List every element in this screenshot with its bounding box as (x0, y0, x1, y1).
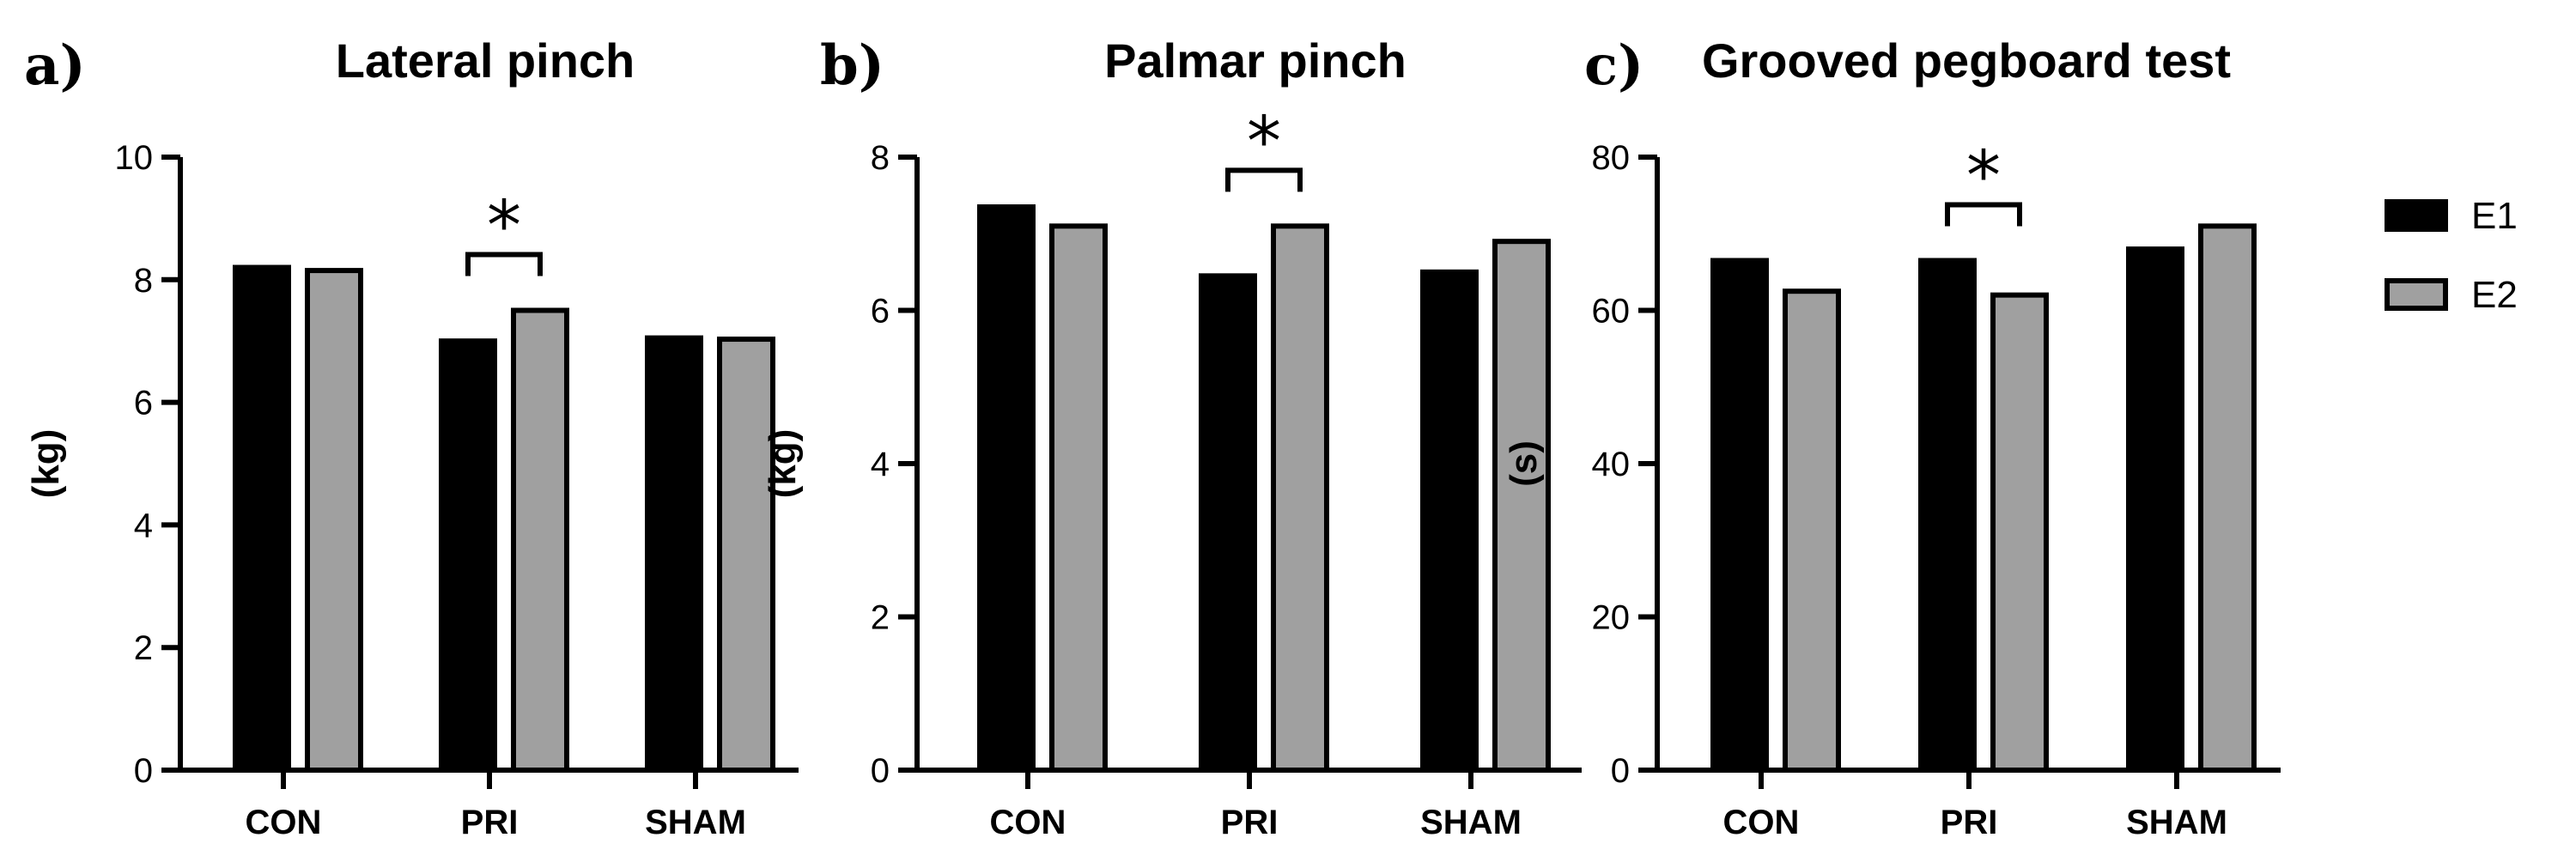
y-tick-label: 80 (1592, 139, 1631, 177)
significance-bracket (465, 252, 543, 276)
significance-bracket (1945, 202, 2022, 227)
y-tick-label: 6 (871, 293, 890, 331)
x-tick-label: CON (246, 804, 322, 841)
panel-letter: c) (1584, 33, 1643, 98)
significance-star: * (487, 186, 521, 266)
bar-e2-sham (1492, 239, 1551, 773)
y-tick-label: 0 (134, 752, 153, 790)
x-tick-label: CON (1723, 804, 1800, 841)
x-tick-label: PRI (1221, 804, 1279, 841)
y-axis-title: (kg) (762, 429, 804, 499)
chart-panel-2: b) Palmar pinch 0 2 4 6 8 (kg) CON PRI SHAM * (762, 33, 1582, 841)
y-tick-label: 60 (1592, 293, 1631, 331)
bar-e2-pri (1271, 223, 1329, 773)
significance-bracket (1225, 167, 1303, 192)
x-tick-label: SHAM (1420, 804, 1522, 841)
bar-e2-con (305, 268, 363, 773)
bar-e1-pri (439, 338, 497, 773)
y-tick-label: 2 (871, 599, 890, 637)
bar-e1-con (1710, 258, 1769, 773)
significance-star: * (1966, 136, 2001, 215)
y-tick-label: 4 (871, 446, 890, 483)
bar-e2-con (1049, 223, 1108, 773)
bar-e1-sham (2126, 246, 2184, 774)
y-axis-title: (s) (1503, 440, 1545, 487)
bar-e2-con (1783, 288, 1841, 773)
y-tick-label: 8 (871, 139, 890, 177)
chart-panel-3: c) Grooved pegboard test 0 20 40 60 80 (s) CON PR… (1503, 33, 2281, 841)
bar-e2-pri (511, 307, 569, 773)
x-tick-label: PRI (1941, 804, 1998, 841)
legend-label: E2 (2471, 274, 2518, 316)
y-tick-label: 40 (1592, 446, 1631, 483)
y-tick-label: 0 (871, 752, 890, 790)
chart-title: Lateral pinch (336, 33, 635, 88)
legend-label: E1 (2471, 195, 2518, 237)
bar-e1-pri (1918, 258, 1977, 773)
legend-swatch-e2 (2385, 278, 2448, 311)
chart-title: Grooved pegboard test (1702, 33, 2231, 88)
y-tick-label: 0 (1611, 752, 1630, 790)
y-tick-label: 2 (134, 629, 153, 667)
bar-e1-sham (645, 335, 703, 773)
legend: E1 E2 (2385, 195, 2518, 316)
panel-letter: b) (820, 33, 884, 98)
significance-star: * (1247, 101, 1281, 181)
bar-e1-sham (1420, 269, 1479, 773)
bar-e1-pri (1199, 273, 1257, 773)
panel-letter: a) (24, 33, 86, 98)
y-tick-label: 6 (134, 385, 153, 422)
bar-e1-con (233, 264, 291, 773)
y-tick-label: 8 (134, 262, 153, 300)
bar-e1-con (977, 204, 1036, 773)
x-tick-label: SHAM (645, 804, 746, 841)
bar-e2-pri (1990, 292, 2049, 773)
y-tick-label: 4 (134, 507, 153, 544)
x-tick-label: PRI (461, 804, 519, 841)
y-axis-title: (kg) (25, 429, 67, 499)
y-tick-label: 10 (115, 139, 154, 177)
chart-title: Palmar pinch (1104, 33, 1406, 88)
chart-panel-1: a) Lateral pinch 0 2 4 6 8 10 (kg) CON PRI SHAM * (24, 33, 799, 841)
x-tick-label: CON (990, 804, 1066, 841)
bar-e2-sham (717, 337, 775, 773)
legend-swatch-e1 (2385, 199, 2448, 232)
x-tick-label: SHAM (2126, 804, 2227, 841)
bar-e2-sham (2198, 223, 2257, 773)
y-tick-label: 20 (1592, 599, 1631, 637)
